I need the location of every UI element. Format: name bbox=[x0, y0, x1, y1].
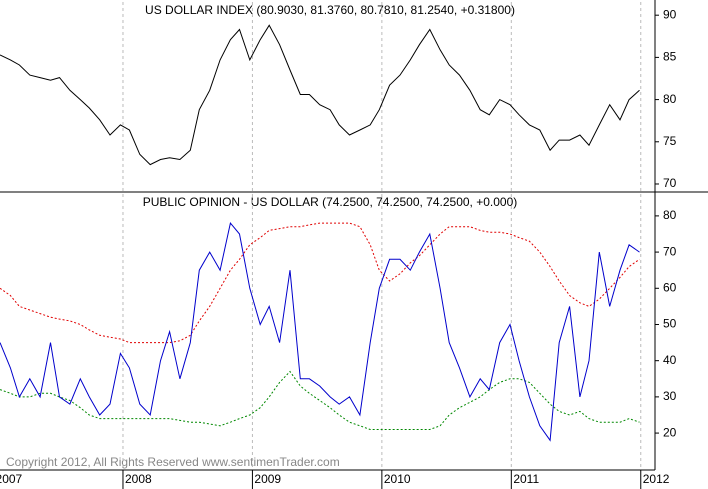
x-tick-label: 2009 bbox=[254, 472, 281, 486]
x-tick-label: 2007 bbox=[0, 472, 23, 486]
series-line bbox=[0, 221, 640, 442]
copyright: Copyright 2012, All Rights Reserved www.… bbox=[6, 455, 340, 469]
series-line bbox=[0, 222, 640, 344]
y-tick-label: 40 bbox=[663, 353, 677, 367]
y-tick-label: 90 bbox=[663, 7, 677, 21]
y-tick-label: 60 bbox=[663, 280, 677, 294]
bottom-title: PUBLIC OPINION - US DOLLAR (74.2500, 74.… bbox=[143, 195, 518, 209]
y-tick-label: 75 bbox=[663, 134, 677, 148]
top-title: US DOLLAR INDEX (80.9030, 81.3760, 80.78… bbox=[145, 3, 515, 17]
x-tick-label: 2008 bbox=[125, 472, 152, 486]
x-tick-label: 2012 bbox=[643, 472, 670, 486]
y-tick-label: 80 bbox=[663, 92, 677, 106]
x-tick-label: 2010 bbox=[384, 472, 411, 486]
y-tick-label: 80 bbox=[663, 208, 677, 222]
y-tick-label: 85 bbox=[663, 50, 677, 64]
y-tick-label: 70 bbox=[663, 244, 677, 258]
series-line bbox=[0, 24, 640, 166]
x-tick-label: 2011 bbox=[513, 472, 539, 486]
y-tick-label: 30 bbox=[663, 389, 677, 403]
y-tick-label: 20 bbox=[663, 425, 677, 439]
y-tick-label: 70 bbox=[663, 176, 677, 190]
y-tick-label: 50 bbox=[663, 317, 677, 331]
